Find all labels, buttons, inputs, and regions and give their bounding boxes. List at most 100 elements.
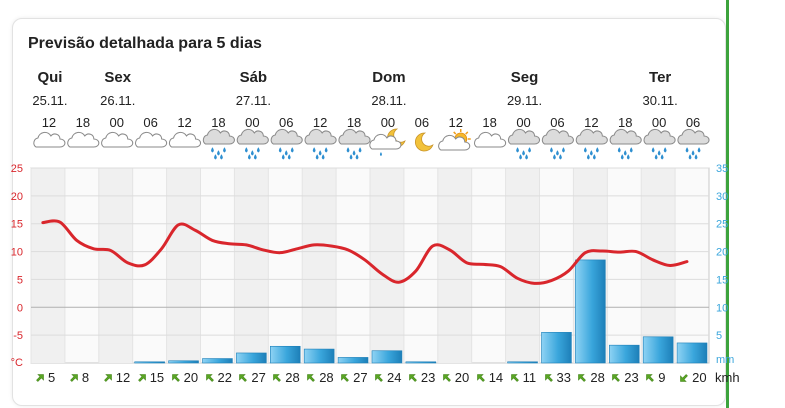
cloudy-icon — [168, 131, 201, 148]
precipitation-bar — [405, 361, 437, 364]
day-date: 27.11. — [235, 93, 271, 108]
hour-label: 00 — [380, 115, 396, 130]
time-band — [302, 168, 337, 363]
hour-label: 12 — [177, 115, 192, 130]
precipitation-bar — [337, 357, 369, 364]
precipitation-bar — [236, 352, 267, 364]
wind-arrow-icon — [307, 373, 316, 382]
precipitation-bar — [202, 358, 233, 364]
wind-arrow-icon — [680, 373, 688, 382]
wind-speed: 20 — [183, 370, 199, 385]
wind-speed: 33 — [556, 370, 571, 385]
precipitation-bar — [371, 350, 403, 364]
wind-item: 9 — [644, 370, 665, 385]
right-axis-unit: mm — [716, 354, 734, 366]
wind-speed: 28 — [319, 370, 334, 385]
wind-item: 28 — [576, 370, 605, 385]
hour-label: 00 — [245, 115, 260, 130]
precipitation-bar — [541, 332, 572, 364]
wind-speed: 24 — [387, 370, 402, 385]
cloudy-icon — [33, 131, 66, 148]
wind-item: 12 — [102, 370, 130, 385]
day-name: Seg — [510, 69, 539, 86]
wind-arrow-icon — [646, 373, 655, 382]
wind-arrow-icon — [137, 373, 146, 382]
wind-speed: 11 — [522, 370, 537, 385]
wind-speed: 12 — [115, 370, 131, 385]
left-axis-tick: 20 — [11, 191, 23, 203]
time-band — [505, 168, 540, 363]
hour-label: 00 — [516, 115, 531, 130]
wind-arrow-icon — [36, 373, 44, 382]
wind-unit: kmh — [715, 370, 740, 385]
wind-speed: 5 — [48, 370, 56, 385]
day-date: 25.11. — [32, 93, 68, 108]
wind-speed: 20 — [454, 370, 470, 385]
wind-item: 5 — [34, 370, 55, 385]
wind-arrow-icon — [612, 373, 621, 382]
wind-item: 20 — [441, 370, 469, 385]
wind-item: 20 — [678, 370, 707, 385]
wind-speed: 23 — [420, 370, 436, 385]
rain-cloud-icon — [202, 128, 235, 160]
day-name: Sáb — [239, 69, 268, 86]
right-axis-tick: 5 — [716, 330, 722, 342]
wind-speed: 27 — [251, 370, 266, 385]
wind-item: 8 — [68, 370, 89, 385]
wind-arrow-icon — [205, 373, 214, 382]
rain-cloud-icon — [643, 128, 676, 160]
precipitation-bar — [507, 361, 538, 364]
cloudy-icon — [135, 131, 168, 148]
right-axis-tick: 10 — [716, 302, 728, 314]
wind-speed: 15 — [149, 370, 165, 385]
hour-label: 18 — [346, 115, 362, 130]
wind-speed: 23 — [624, 370, 639, 385]
hour-label: 18 — [618, 115, 633, 130]
wind-item: 22 — [204, 370, 232, 385]
wind-arrow-icon — [70, 373, 78, 382]
wind-arrow-icon — [103, 373, 112, 382]
temperature-line — [41, 219, 689, 285]
precipitation-bar — [168, 360, 199, 364]
left-axis-tick: 0 — [17, 302, 23, 314]
cloudy-icon — [474, 131, 507, 148]
time-band — [437, 168, 472, 363]
right-axis-tick: 15 — [716, 274, 728, 286]
day-name: Ter — [649, 69, 672, 86]
time-band — [166, 168, 201, 363]
wind-item: 14 — [475, 370, 503, 385]
day-name: Sex — [104, 69, 132, 86]
left-axis-tick: 5 — [17, 274, 23, 286]
precipitation-bar — [269, 345, 301, 364]
day-name: Qui — [37, 69, 63, 86]
page-edge-bar — [726, 0, 729, 408]
wind-arrow-icon — [341, 373, 349, 382]
wind-speed: 9 — [658, 370, 666, 385]
cloudy-icon — [101, 131, 134, 148]
hour-label: 12 — [312, 115, 328, 130]
precipitation-bar — [134, 361, 165, 364]
wind-item: 28 — [271, 370, 300, 385]
precipitation-bar — [608, 344, 640, 364]
right-axis-tick: 20 — [716, 247, 728, 259]
hour-label: 18 — [482, 115, 497, 130]
rain-cloud-icon — [236, 128, 269, 160]
wind-item: 33 — [543, 370, 571, 385]
wind-item: 23 — [610, 370, 639, 385]
wind-arrow-icon — [273, 373, 282, 382]
hour-label: 06 — [279, 115, 294, 130]
hour-label: 00 — [109, 115, 124, 130]
day-name: Dom — [372, 69, 406, 86]
rain-cloud-icon — [609, 128, 642, 160]
moon-cloud-icon — [369, 128, 406, 156]
wind-speed: 20 — [692, 370, 707, 385]
sun-cloud-icon — [438, 129, 471, 151]
wind-arrow-icon — [544, 373, 553, 382]
hour-label: 18 — [211, 115, 226, 130]
time-band — [98, 168, 133, 363]
wind-item: 23 — [407, 370, 435, 385]
wind-arrow-icon — [409, 373, 417, 382]
right-axis-tick: 30 — [716, 191, 728, 203]
hour-label: 06 — [685, 115, 701, 130]
